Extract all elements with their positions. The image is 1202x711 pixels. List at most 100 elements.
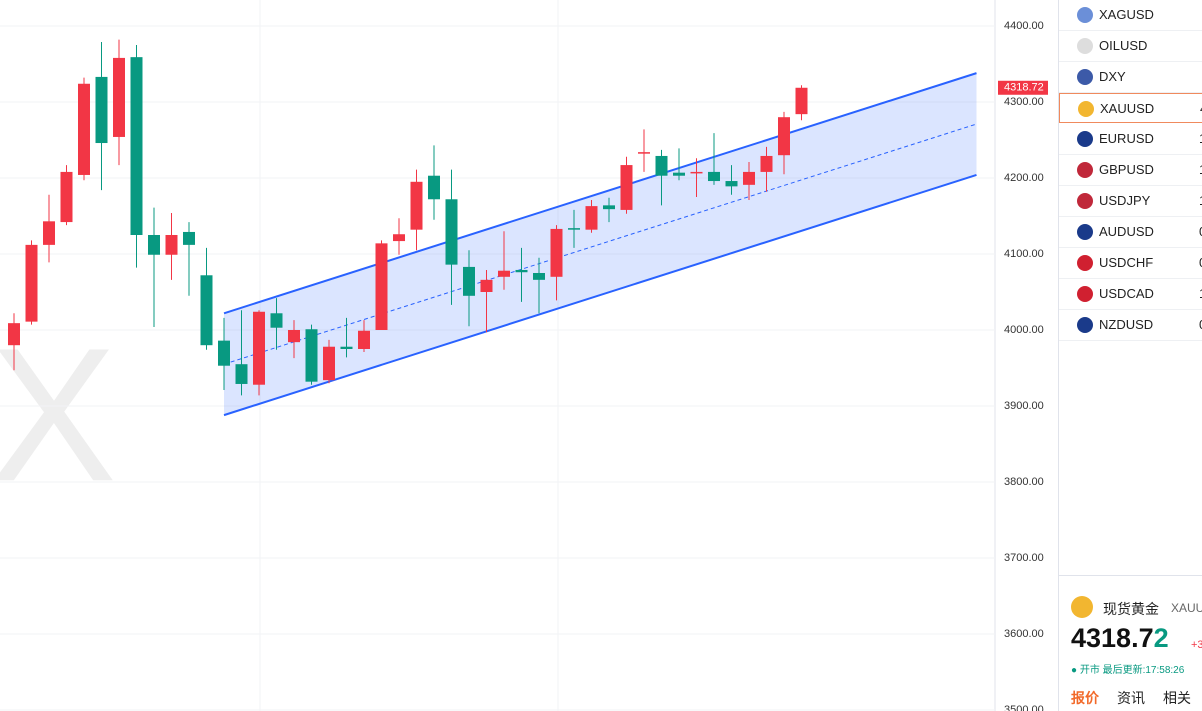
watchlist-row[interactable]: AUDUSD 0 [1059,217,1202,248]
candle-body [165,234,178,255]
watchlist-row[interactable]: NZDUSD 0 [1059,310,1202,341]
price-tag: 4318.72 [1004,82,1044,94]
candle-body [655,155,668,176]
y-tick-label: 4100.00 [1004,248,1044,260]
candle-body [585,206,598,230]
symbol: OILUSD [1099,38,1148,53]
candle-body [323,346,335,381]
candle-body [375,243,388,330]
candle-body [253,311,265,385]
channel-lower [223,174,977,417]
chart: X 3500.003600.003700.003800.003900.00400… [0,0,1048,711]
symbol-icon [1077,224,1093,240]
symbol-price: 1 [1199,162,1202,177]
candle-body [393,234,405,242]
symbol-price: 1 [1199,193,1202,208]
candle-body [235,364,248,384]
candle-body [690,171,703,174]
candle-body [638,152,650,154]
candle-body [78,83,90,175]
y-tick-label: 3900.00 [1004,400,1044,412]
candle-body [550,228,563,277]
y-tick-label: 4200.00 [1004,172,1044,184]
candle-body [515,269,528,273]
candle-body [568,228,580,230]
symbol-icon [1077,69,1093,85]
symbol-price: 4 [1200,101,1202,116]
candle-body [43,221,55,245]
quote-price: 4318.72 [1071,623,1169,653]
y-tick-label: 3800.00 [1004,476,1044,488]
candle-body [498,270,510,277]
candle-body [708,171,720,182]
symbol: DXY [1099,69,1126,84]
watchlist-row[interactable]: USDCHF 0 [1059,248,1202,279]
symbol: USDCHF [1099,255,1154,270]
watchlist-row[interactable]: USDCAD 1 [1059,279,1202,310]
symbol-price: 1 [1199,131,1202,146]
quote-change: +3 [1191,639,1202,651]
tab[interactable]: 相关品 [1163,690,1191,711]
candle-body [410,181,423,230]
candle-body [463,266,475,296]
y-tick-label: 3700.00 [1004,552,1044,564]
symbol-price: 0 [1199,255,1202,270]
watchlist-row[interactable]: GBPUSD 1 [1059,155,1202,186]
y-tick-label: 4300.00 [1004,96,1044,108]
candle-body [113,57,125,137]
symbol: XAGUSD [1099,7,1154,22]
candle-body [428,175,440,200]
symbol-icon [1077,38,1093,54]
watchlist-row[interactable]: XAGUSD [1059,0,1202,31]
price-tag-bg [998,80,1048,95]
candle-body [200,275,213,346]
symbol: EURUSD [1099,131,1154,146]
quote-code: XAUU [1171,601,1202,615]
candle-body [270,313,283,328]
candle-body [445,199,458,265]
symbol: NZDUSD [1099,317,1154,332]
y-tick-label: 4000.00 [1004,324,1044,336]
watchlist-row[interactable]: XAUUSD 4 [1059,93,1202,123]
symbol-icon [1078,101,1094,117]
candle-body [725,181,738,187]
candle-body [743,171,755,185]
symbol: USDCAD [1099,286,1154,301]
y-tick-label: 3600.00 [1004,628,1044,640]
tab[interactable]: 报价 [1071,690,1099,706]
y-tick-label: 3500.00 [1004,704,1044,711]
candle-body [183,231,195,245]
candle-body [340,346,353,349]
watchlist-row[interactable]: USDJPY 1 [1059,186,1202,217]
tab[interactable]: 资讯 [1117,690,1145,706]
gold-icon [1071,596,1093,618]
candle-body [25,244,38,322]
watchlist-row[interactable]: EURUSD 1 [1059,124,1202,155]
candle-body [95,76,108,144]
candle-body [778,117,790,156]
candle-body [533,272,545,280]
channel-mid [223,123,977,365]
candle-body [218,340,230,366]
candle-body [130,57,143,235]
watchlist-row[interactable]: DXY [1059,62,1202,93]
quote-status: ● 开市 最后更新:17:58:26 [1071,665,1185,676]
watchlist-row[interactable]: OILUSD [1059,31,1202,62]
symbol: XAUUSD [1100,101,1155,116]
symbol-price: 0 [1199,224,1202,239]
candle-body [305,329,318,382]
quote-name: 现货黄金 [1103,601,1159,617]
candle-body [603,205,615,210]
candle-body [620,165,633,210]
candle-body [760,155,773,172]
symbol-price: 0 [1199,317,1202,332]
symbol-icon [1077,7,1093,23]
symbol-icon [1077,255,1093,271]
symbol-icon [1077,193,1093,209]
quote-panel: 现货黄金 XAUU 4318.72 +3 ● 开市 最后更新:17:58:26 … [1059,575,1202,711]
candle-body [480,279,493,292]
symbol: AUDUSD [1099,224,1154,239]
symbol: GBPUSD [1099,162,1154,177]
symbol: USDJPY [1099,193,1151,208]
